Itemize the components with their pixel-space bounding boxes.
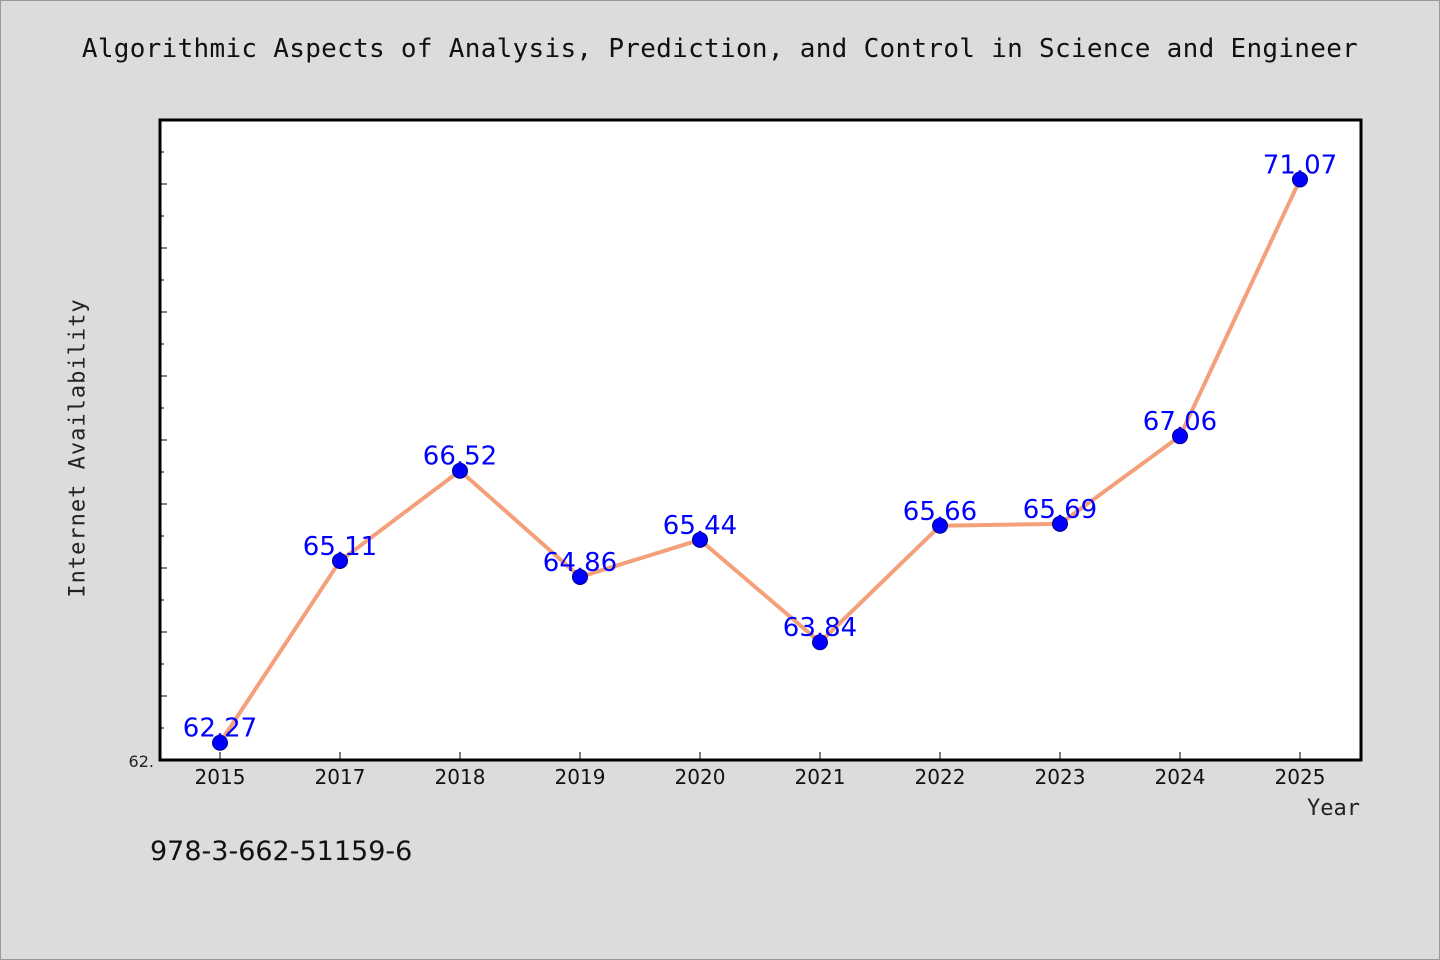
y-tick-label: 62. xyxy=(129,752,154,771)
data-label: 71.07 xyxy=(1263,151,1337,181)
x-tick-label: 2021 xyxy=(795,765,846,789)
data-label: 65.11 xyxy=(303,532,377,562)
data-label: 67.06 xyxy=(1143,407,1217,437)
data-label: 65.66 xyxy=(903,497,977,527)
series-line xyxy=(218,177,1302,745)
data-point xyxy=(932,517,948,534)
x-tick-label: 2015 xyxy=(195,765,246,789)
data-label: 62.27 xyxy=(183,714,257,744)
data-point xyxy=(1052,515,1068,532)
x-axis-ticks: 2015 2017 2018 2019 2020 2021 2022 2023 2024 2025 xyxy=(195,752,1326,789)
y-axis-ticks xyxy=(160,119,167,761)
isbn-text: 978-3-662-51159-6 xyxy=(150,836,413,867)
data-label: 66.52 xyxy=(423,442,497,472)
x-tick-label: 2025 xyxy=(1275,765,1326,789)
x-tick-label: 2020 xyxy=(675,765,726,789)
series-group: 62.27 65.11 66.52 64.86 65.44 63.84 65.66 65.69… xyxy=(183,151,1337,751)
data-point xyxy=(812,634,828,651)
data-point xyxy=(1292,171,1308,188)
data-label: 65.44 xyxy=(663,511,737,541)
data-point xyxy=(452,462,468,479)
x-tick-label: 2018 xyxy=(435,765,486,789)
x-tick-label: 2022 xyxy=(915,765,966,789)
x-axis-label: Year xyxy=(1307,796,1360,821)
data-point xyxy=(332,552,348,569)
x-tick-label: 2019 xyxy=(555,765,606,789)
plot-area xyxy=(158,118,1363,762)
data-point xyxy=(212,734,228,751)
data-point xyxy=(572,568,588,585)
x-tick-label: 2024 xyxy=(1155,765,1206,789)
x-tick-label: 2017 xyxy=(315,765,366,789)
data-label: 63.84 xyxy=(783,613,857,643)
data-label: 64.86 xyxy=(543,548,617,578)
data-point xyxy=(692,531,708,548)
data-point xyxy=(1172,428,1188,445)
x-tick-label: 2023 xyxy=(1035,765,1086,789)
data-label: 65.69 xyxy=(1023,495,1097,525)
chart-title: Algorithmic Aspects of Analysis, Predict… xyxy=(81,34,1359,64)
